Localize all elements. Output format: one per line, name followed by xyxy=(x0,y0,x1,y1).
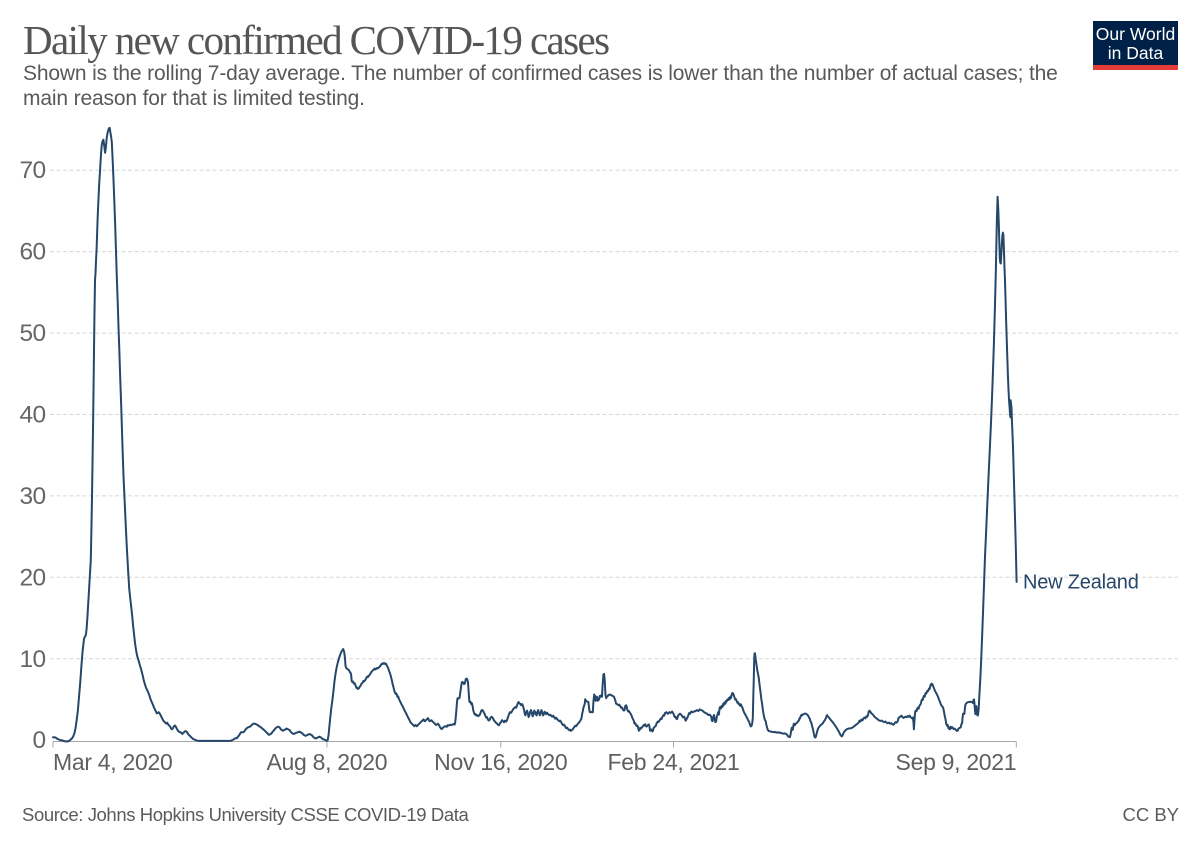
svg-text:50: 50 xyxy=(19,320,45,347)
svg-text:10: 10 xyxy=(19,646,45,673)
svg-text:Mar 4, 2020: Mar 4, 2020 xyxy=(53,749,172,775)
svg-text:New Zealand: New Zealand xyxy=(1023,572,1139,594)
svg-text:40: 40 xyxy=(19,402,45,429)
svg-text:20: 20 xyxy=(19,564,45,591)
svg-text:Nov 16, 2020: Nov 16, 2020 xyxy=(434,749,567,775)
svg-text:Aug 8, 2020: Aug 8, 2020 xyxy=(267,749,388,775)
svg-text:0: 0 xyxy=(32,727,45,754)
svg-text:60: 60 xyxy=(19,239,45,266)
svg-text:70: 70 xyxy=(19,157,45,184)
svg-text:Feb 24, 2021: Feb 24, 2021 xyxy=(608,749,740,775)
svg-text:Sep 9, 2021: Sep 9, 2021 xyxy=(896,749,1017,775)
svg-text:30: 30 xyxy=(19,483,45,510)
